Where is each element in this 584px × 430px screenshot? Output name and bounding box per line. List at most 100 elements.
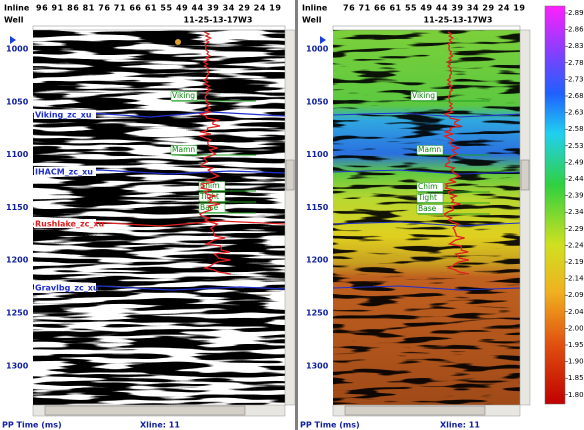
horizon-label: Gravlbg_zc_xu (35, 284, 99, 293)
well-top-marker (175, 39, 181, 45)
marker-label: Chim (418, 182, 437, 191)
scale-label: 2.73 (568, 75, 584, 83)
scale-label: 2.83 (568, 42, 584, 50)
time-label: 1150 (306, 203, 329, 212)
horizon-label: IHACM_zc_xu (35, 168, 93, 177)
scale-label: 2.58 (568, 125, 584, 133)
scale-label: 2.68 (568, 92, 584, 100)
well-markers: Viking Mamn Chim Tight Base (410, 91, 490, 215)
time-axis: 1000 1050 1100 1150 1200 1250 1300 (306, 45, 329, 371)
time-label: 1300 (306, 361, 329, 370)
vertical-scrollbar[interactable] (519, 29, 531, 406)
scale-label: 2.24 (568, 241, 584, 249)
well-label: Well (302, 16, 322, 25)
scale-label: 2.49 (568, 158, 584, 166)
scale-label: 1.95 (568, 341, 584, 349)
label-bg (34, 167, 96, 176)
marker-label: Mamn (418, 145, 441, 154)
time-label: 1150 (6, 203, 29, 212)
scale-label: 2.89 (568, 9, 584, 17)
well-log (442, 31, 470, 275)
scale-label: 2.34 (568, 208, 584, 216)
time-label: 1050 (6, 97, 29, 106)
scale-label: 2.00 (568, 324, 584, 332)
label-bg (416, 193, 444, 203)
inline-label: Inline (302, 4, 328, 13)
marker-label: Viking (412, 91, 435, 100)
well-log (197, 31, 231, 275)
scale-label: 1.90 (568, 358, 584, 366)
time-label: 1100 (6, 150, 29, 159)
well-label: Well (4, 16, 24, 25)
well-name: 11-25-13-17W3 (424, 16, 493, 25)
label-bg (170, 145, 198, 155)
scale-label: 2.14 (568, 275, 584, 283)
horizon-label: Rushlake_zc_xu (35, 220, 105, 229)
well-name: 11-25-13-17W3 (184, 16, 253, 25)
time-label: 1250 (306, 309, 329, 318)
vertical-scrollbar[interactable] (284, 29, 296, 406)
horizon-label: Viking_zc_xu (35, 111, 92, 120)
status-time: PP Time (ms) (2, 421, 62, 430)
scale-label: 2.44 (568, 175, 584, 183)
scale-label: 1.80 (568, 391, 584, 399)
time-label: 1200 (6, 256, 29, 265)
scale-label: 2.39 (568, 192, 584, 200)
label-bg (34, 110, 96, 119)
inline-numbers: 76 71 66 61 55 49 44 39 34 29 24 19 (343, 4, 525, 13)
scale-label: 2.78 (568, 59, 584, 67)
trace-ruler (332, 25, 521, 31)
time-axis: 1000 1050 1100 1150 1200 1250 1300 (6, 45, 29, 371)
scale-label: 1.85 (568, 374, 584, 382)
label-bg (198, 203, 226, 213)
marker-label: Viking (172, 91, 195, 100)
label-bg (416, 204, 444, 214)
inline-label: Inline (4, 4, 30, 13)
marker-label: Tight (417, 193, 437, 202)
color-bar (544, 5, 566, 405)
time-label: 1000 (306, 45, 329, 54)
time-label: 1250 (6, 309, 29, 318)
label-bg (416, 145, 444, 155)
label-bg (416, 182, 444, 192)
horizon-labels: Viking_zc_xu IHACM_zc_xu Rushlake_zc_xu Gra… (34, 110, 105, 293)
scroll-thumb[interactable] (285, 159, 295, 191)
scroll-thumb[interactable] (520, 159, 530, 191)
status-xline: Xline: 11 (140, 421, 180, 430)
label-bg (170, 91, 198, 101)
marker-label: Mamn (172, 145, 195, 154)
seismic-wiggles (33, 30, 285, 405)
label-bg (34, 219, 96, 228)
scale-label: 2.19 (568, 258, 584, 266)
horizon-line (332, 169, 521, 175)
time-label: 1100 (306, 150, 329, 159)
scale-label: 2.29 (568, 225, 584, 233)
marker-label: Base (418, 204, 437, 213)
scroll-thumb[interactable] (44, 405, 246, 416)
time-label: 1050 (306, 97, 329, 106)
seismic-wiggles (333, 30, 520, 405)
time-pointer (10, 36, 16, 44)
scroll-thumb[interactable] (344, 405, 486, 416)
marker-label: Tight (199, 192, 219, 201)
time-label: 1300 (6, 361, 29, 370)
scale-label: 2.53 (568, 142, 584, 150)
scale-label: 2.04 (568, 308, 584, 316)
marker-label: Chim (200, 181, 219, 190)
time-pointer (320, 36, 326, 44)
status-time: PP Time (ms) (300, 421, 360, 430)
status-xline: Xline: 11 (440, 421, 480, 430)
color-scale-labels: 2.89 2.86 2.83 2.78 2.73 2.68 2.63 2.58 2.53 2.49… (565, 9, 584, 399)
horizon-line (332, 112, 521, 118)
trace-ruler (32, 25, 286, 31)
horizon-line (332, 221, 521, 227)
inline-numbers: 96 91 86 81 76 71 66 61 55 49 44 39 34 2… (36, 4, 281, 13)
scale-label: 2.63 (568, 109, 584, 117)
pointer (265, 290, 285, 303)
scale-label: 2.86 (568, 26, 584, 34)
scale-label: 2.09 (568, 291, 584, 299)
horizon-line (332, 285, 521, 291)
time-label: 1000 (6, 45, 29, 54)
time-label: 1200 (306, 256, 329, 265)
